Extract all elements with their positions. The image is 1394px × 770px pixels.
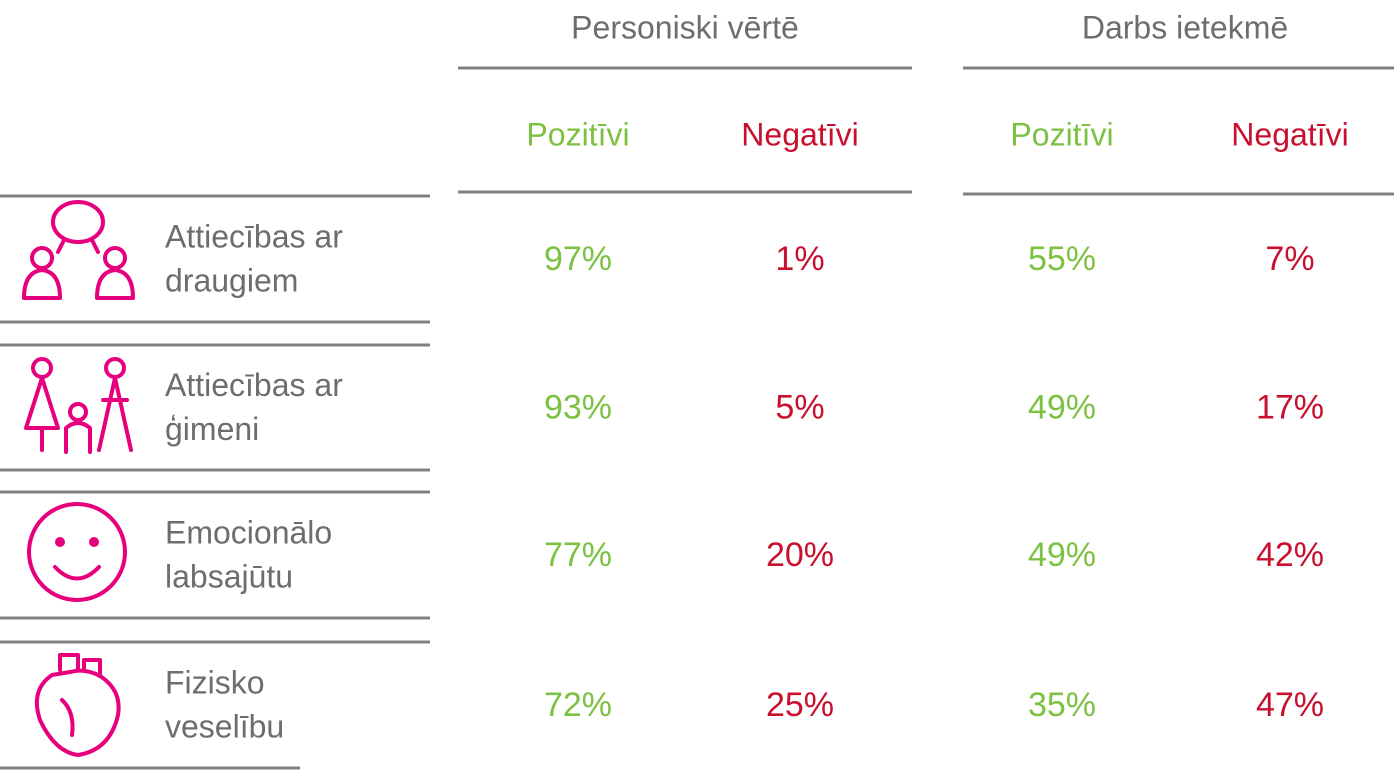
cell-value: 77% [544, 536, 612, 574]
row-label: ģimeni [165, 411, 259, 447]
column-header: Negatīvi [1231, 116, 1348, 152]
cell-value: 93% [544, 388, 612, 426]
cell-value: 47% [1256, 686, 1324, 724]
row-label: Attiecības ar [165, 367, 343, 403]
cell-value: 17% [1256, 388, 1324, 426]
cell-value: 20% [766, 536, 834, 574]
cell-value: 55% [1028, 240, 1096, 278]
row-label: Fizisko [165, 664, 265, 700]
cell-value: 49% [1028, 388, 1096, 426]
group-header: Personiski vērtē [571, 9, 799, 45]
heart-icon [35, 653, 121, 757]
cell-value: 5% [775, 388, 824, 426]
row-label: draugiem [165, 262, 298, 298]
cell-value: 42% [1256, 536, 1324, 574]
group-header: Darbs ietekmē [1082, 9, 1288, 45]
row-label: Attiecības ar [165, 218, 343, 254]
column-header: Pozitīvi [1010, 116, 1113, 152]
column-header: Pozitīvi [526, 116, 629, 152]
cell-value: 49% [1028, 536, 1096, 574]
cell-value: 7% [1265, 240, 1314, 278]
row-label: veselību [165, 708, 284, 744]
column-header: Negatīvi [741, 116, 858, 152]
family-icon [24, 357, 133, 454]
row-label: labsajūtu [165, 558, 293, 594]
smile-icon [27, 502, 127, 602]
cell-value: 72% [544, 686, 612, 724]
cell-value: 1% [775, 240, 824, 278]
cell-value: 25% [766, 686, 834, 724]
row-label: Emocionālo [165, 514, 332, 550]
cell-value: 97% [544, 240, 612, 278]
cell-value: 35% [1028, 686, 1096, 724]
friends-icon [22, 200, 135, 300]
